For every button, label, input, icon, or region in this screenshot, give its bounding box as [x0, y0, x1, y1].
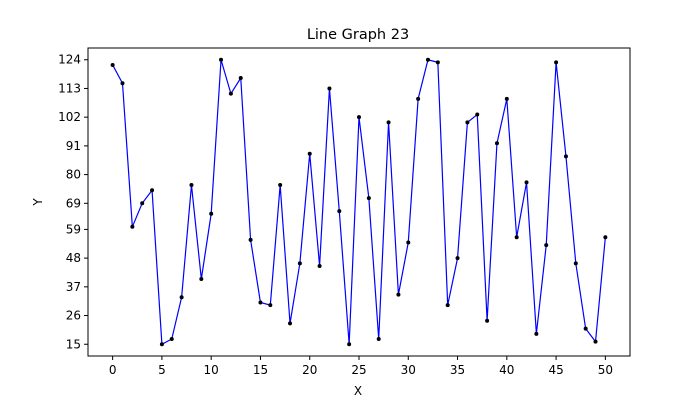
data-point	[534, 331, 539, 336]
x-tick-label: 50	[598, 363, 613, 377]
data-point	[268, 303, 273, 308]
data-point	[327, 86, 332, 91]
data-point	[179, 295, 184, 300]
data-point	[297, 261, 302, 266]
data-point	[288, 321, 293, 326]
y-tick-label: 102	[58, 110, 81, 124]
y-tick-label: 26	[66, 309, 81, 323]
x-tick-label: 15	[253, 363, 268, 377]
data-point	[524, 180, 529, 185]
data-point	[563, 154, 568, 159]
data-point	[465, 120, 470, 125]
data-point	[455, 256, 460, 261]
x-tick-label: 5	[158, 363, 166, 377]
y-tick-label: 124	[58, 53, 81, 67]
x-tick-label: 10	[204, 363, 219, 377]
data-point	[475, 112, 480, 117]
data-point	[544, 243, 549, 248]
data-point	[307, 151, 312, 156]
y-tick-label: 80	[66, 168, 81, 182]
data-point	[219, 57, 224, 62]
data-point	[366, 196, 371, 201]
data-point	[238, 76, 243, 81]
data-point	[209, 211, 214, 216]
data-point	[573, 261, 578, 266]
data-point	[494, 141, 499, 146]
data-point	[485, 318, 490, 323]
data-point	[347, 342, 352, 347]
data-point	[406, 240, 411, 245]
data-point	[258, 300, 263, 305]
data-point	[189, 183, 194, 188]
data-point	[396, 292, 401, 297]
data-point	[199, 277, 204, 281]
y-tick-label: 69	[66, 196, 81, 210]
data-point	[504, 96, 509, 101]
data-point	[603, 235, 608, 240]
data-point	[514, 235, 519, 240]
data-point	[278, 183, 283, 188]
data-point	[435, 60, 440, 65]
data-point	[376, 337, 381, 342]
x-tick-label: 0	[109, 363, 117, 377]
data-point	[130, 224, 135, 229]
x-axis-label: X	[354, 384, 362, 398]
data-point	[554, 60, 559, 65]
data-point	[445, 303, 450, 308]
data-point	[228, 91, 233, 96]
chart-title: Line Graph 23	[307, 27, 409, 43]
y-tick-label: 91	[66, 139, 81, 153]
data-point	[317, 263, 322, 268]
y-tick-label: 15	[66, 337, 81, 351]
data-point	[169, 337, 174, 342]
x-tick-label: 45	[548, 363, 563, 377]
y-axis: 15 26 37 48 59 69 80 91 102 113 124	[58, 53, 88, 351]
data-point	[159, 342, 164, 347]
data-point	[150, 188, 155, 193]
data-point	[357, 115, 361, 120]
y-tick-label: 113	[58, 81, 81, 95]
y-axis-label: Y	[31, 198, 45, 207]
data-point	[120, 81, 125, 86]
data-point	[386, 120, 391, 125]
data-point	[425, 57, 430, 62]
y-tick-label: 59	[66, 222, 81, 236]
data-point	[140, 201, 145, 206]
data-point	[593, 339, 598, 344]
data-series	[110, 57, 608, 347]
y-tick-label: 48	[66, 251, 81, 265]
data-point	[337, 209, 342, 214]
x-tick-label: 25	[351, 363, 366, 377]
x-tick-label: 40	[499, 363, 514, 377]
x-axis: 0 5 10 15 20 25 30 35 40 45 50	[109, 356, 613, 377]
x-tick-label: 35	[450, 363, 465, 377]
x-tick-label: 20	[302, 363, 317, 377]
y-tick-label: 37	[66, 280, 81, 294]
data-point	[583, 326, 588, 331]
x-tick-label: 30	[401, 363, 416, 377]
data-point	[110, 62, 115, 67]
data-point	[248, 237, 253, 242]
data-point	[416, 96, 421, 101]
